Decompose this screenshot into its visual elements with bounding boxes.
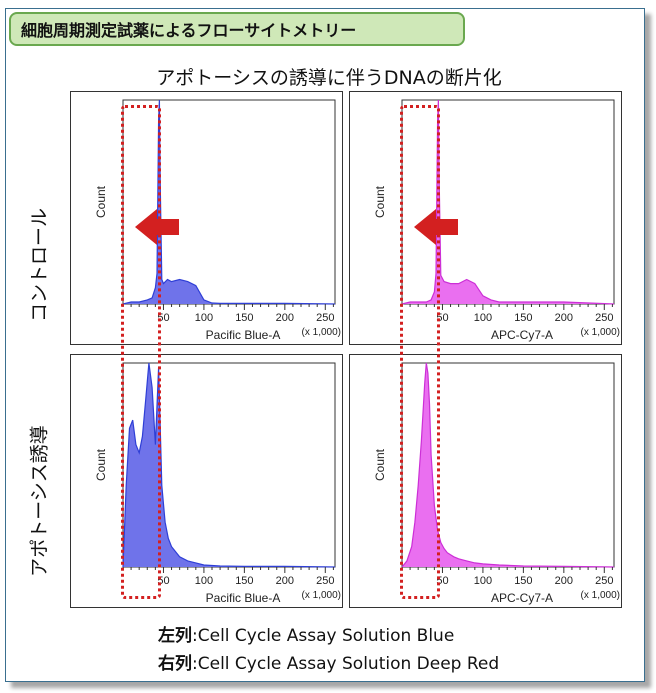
footer-sep: : [192, 626, 198, 646]
x-tick-label: 200 [555, 575, 573, 587]
footer-right-column: 右列:Cell Cycle Assay Solution Deep Red [158, 649, 499, 674]
histogram-apoptosis-red: 50 100 150 200 250 APC-Cy7-A (x 1,000) Count [349, 354, 622, 608]
footer-left-column: 左列:Cell Cycle Assay Solution Blue [158, 621, 454, 646]
x-axis-unit: (x 1,000) [581, 327, 620, 338]
y-axis-label: Count [373, 448, 387, 481]
left-arrow-icon [414, 209, 458, 245]
x-tick-label: 150 [235, 312, 253, 324]
histogram-area [123, 363, 335, 567]
x-axis-label: APC-Cy7-A [491, 328, 553, 342]
histogram-control-red: 50 100 150 200 250 APC-Cy7-A (x 1,000) Count [349, 91, 622, 345]
x-tick-label: 200 [276, 575, 294, 587]
histogram-apoptosis-blue: 50 100 150 200 250 Pacific Blue-A (x 1,000) Cou… [70, 354, 343, 608]
figure-subtitle: アポトーシスの誘導に伴うDNAの断片化 [156, 67, 502, 89]
histogram-line [122, 99, 336, 305]
footer-label: 右列 [158, 654, 192, 674]
x-axis-label: APC-Cy7-A [491, 591, 553, 605]
x-tick-label: 100 [474, 575, 492, 587]
x-tick-label: 100 [195, 575, 213, 587]
figure-title: 細胞周期測定試薬によるフローサイトメトリー [9, 12, 465, 46]
x-tick-label: 100 [195, 312, 213, 324]
x-axis-unit: (x 1,000) [302, 590, 341, 601]
y-axis-label: Count [373, 185, 387, 218]
x-tick-label: 200 [555, 312, 573, 324]
row-label-apoptosis: アポトーシス誘導 [28, 425, 51, 577]
histogram-line [122, 362, 336, 568]
x-tick-label: 250 [595, 312, 613, 324]
x-tick-label: 150 [514, 575, 532, 587]
histogram-area [402, 363, 614, 567]
y-axis-label: Count [94, 448, 108, 481]
x-tick-label: 250 [316, 312, 334, 324]
x-tick-label: 100 [474, 312, 492, 324]
x-tick-label: 200 [276, 312, 294, 324]
figure-frame: 細胞周期測定試薬によるフローサイトメトリー アポトーシスの誘導に伴うDNAの断片… [5, 8, 645, 682]
x-axis-label: Pacific Blue-A [206, 328, 281, 342]
x-tick-label: 150 [514, 312, 532, 324]
footer-text: Cell Cycle Assay Solution Deep Red [197, 654, 500, 674]
y-axis-label: Count [94, 185, 108, 218]
left-arrow-icon [135, 209, 179, 245]
histogram-line [401, 99, 615, 305]
footer-label: 左列 [158, 626, 192, 646]
x-axis-unit: (x 1,000) [302, 327, 341, 338]
x-tick-label: 150 [235, 575, 253, 587]
highlight-box-right [400, 105, 440, 599]
x-axis-unit: (x 1,000) [581, 590, 620, 601]
footer-sep: : [192, 654, 198, 674]
footer-text: Cell Cycle Assay Solution Blue [197, 626, 455, 646]
x-axis-label: Pacific Blue-A [206, 591, 281, 605]
x-tick-label: 250 [316, 575, 334, 587]
highlight-box-left [121, 105, 161, 599]
x-tick-label: 250 [595, 575, 613, 587]
histogram-control-blue: 50 100 150 200 250 Pacific Blue-A (x 1,000) Cou… [70, 91, 343, 345]
row-label-control: コントロール [28, 207, 51, 323]
